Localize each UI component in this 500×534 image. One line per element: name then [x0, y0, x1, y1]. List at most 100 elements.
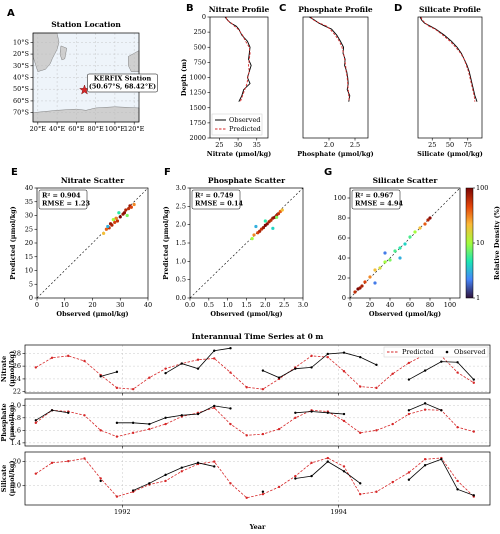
series-point: [407, 412, 411, 416]
y-tick-label: 30: [25, 212, 33, 220]
scatter-point: [252, 233, 256, 237]
series-point: [261, 387, 265, 391]
scatter-point: [368, 275, 372, 279]
series-point: [359, 385, 362, 388]
scatter-point: [122, 211, 127, 215]
y-tick-label: 35: [25, 198, 33, 206]
series-point: [359, 355, 362, 359]
series-point: [67, 411, 70, 414]
series-point: [456, 361, 459, 364]
plot-frame: [36, 187, 149, 299]
series-point: [472, 381, 475, 384]
series-point: [326, 456, 329, 460]
y-axis-label: (μmol/kg): [8, 404, 16, 440]
x-tick-label: 1.0: [222, 301, 232, 309]
scatter-point: [258, 229, 262, 233]
chart-title: Phosphate Profile: [298, 5, 373, 14]
y-tick-label: 60: [338, 234, 346, 242]
series-point: [115, 370, 119, 374]
series-point: [472, 378, 475, 381]
legend-swatch: [445, 350, 449, 354]
chart-title: Silicate Scatter: [373, 176, 439, 185]
chart-title: Nitrate Profile: [209, 5, 270, 14]
legend-label: Observed: [229, 116, 260, 124]
series-point: [196, 358, 200, 361]
series-point: [456, 426, 459, 429]
y-tick-label: 70°S: [13, 109, 29, 117]
scatter-point: [269, 218, 273, 222]
series-point: [423, 402, 427, 405]
x-tick-label: 1992: [114, 508, 131, 516]
series-point: [131, 431, 135, 435]
y-tick-label: 1.4: [11, 439, 21, 447]
legend-label: Observed: [454, 348, 485, 356]
panel-letter: E: [11, 167, 18, 178]
series-point: [34, 366, 38, 369]
x-tick-label: 25: [215, 141, 223, 149]
scatter-point: [280, 208, 284, 212]
y-tick-label: 1500: [189, 104, 206, 112]
series-point: [423, 464, 427, 467]
series-point: [213, 465, 216, 468]
x-tick-label: 20°E: [30, 125, 47, 133]
stats-text: R² = 0.967: [355, 192, 394, 200]
x-tick-label: 0: [35, 301, 39, 309]
x-tick-label: 20: [88, 301, 96, 309]
series-point: [148, 422, 151, 426]
x-tick-label: 80°E: [87, 125, 104, 133]
series-point: [472, 494, 475, 497]
series-point: [375, 429, 378, 432]
scatter-point: [118, 215, 122, 219]
series-point: [456, 371, 459, 374]
chart-title: Phosphate Scatter: [208, 176, 286, 185]
colorbar-label: Relative Density (%): [493, 206, 500, 280]
y-tick-label: 0: [342, 294, 346, 302]
y-tick-label: 750: [194, 58, 206, 66]
y-tick-label: 100: [334, 194, 346, 202]
series-point: [423, 369, 427, 372]
panel-letter: D: [394, 3, 402, 14]
x-axis-label: Observed (μmol/kg): [369, 310, 441, 318]
series-point: [261, 369, 265, 372]
annotation: (50.67°S, 68.42°E): [89, 82, 156, 90]
series-point: [407, 478, 411, 481]
series-point: [375, 490, 378, 493]
series-point: [294, 477, 297, 480]
series-point: [342, 370, 346, 373]
series-point: [407, 361, 411, 365]
series-point: [196, 367, 200, 370]
scatter-point: [129, 205, 133, 209]
chart-title: Silicate Profile: [419, 5, 481, 14]
y-tick-label: 80: [338, 214, 346, 222]
scatter-point: [426, 218, 430, 222]
series-point: [359, 492, 362, 496]
series-point: [180, 466, 184, 469]
series-point: [67, 354, 70, 358]
y-tick-label: 25: [25, 225, 33, 233]
series-point: [50, 461, 54, 465]
scatter-point: [106, 224, 110, 229]
scatter-point: [254, 224, 258, 229]
plot-frame: [24, 344, 491, 394]
x-tick-label: 100°E: [105, 125, 126, 133]
y-axis-label: Depth (m): [180, 59, 188, 96]
stats-text: RMSE = 4.94: [355, 200, 404, 208]
series-point: [34, 472, 38, 475]
y-axis-label: Phosphate: [0, 403, 8, 441]
scatter-point: [373, 281, 377, 285]
profile-line: [224, 16, 252, 102]
chart-title: Station Location: [51, 20, 121, 29]
scatter-point: [265, 222, 269, 226]
x-tick-label: 80: [426, 301, 434, 309]
series-point: [245, 434, 248, 437]
series-point: [213, 406, 216, 409]
y-tick-label: 0.5: [176, 276, 186, 284]
series-point: [359, 431, 362, 435]
scatter-point: [428, 216, 432, 220]
x-tick-label: 10: [61, 301, 69, 309]
series-point: [245, 386, 248, 389]
y-tick-label: 40: [25, 184, 33, 192]
panel-letter: F: [164, 167, 171, 178]
x-tick-label: 25: [428, 141, 436, 149]
colorbar: [465, 187, 474, 299]
